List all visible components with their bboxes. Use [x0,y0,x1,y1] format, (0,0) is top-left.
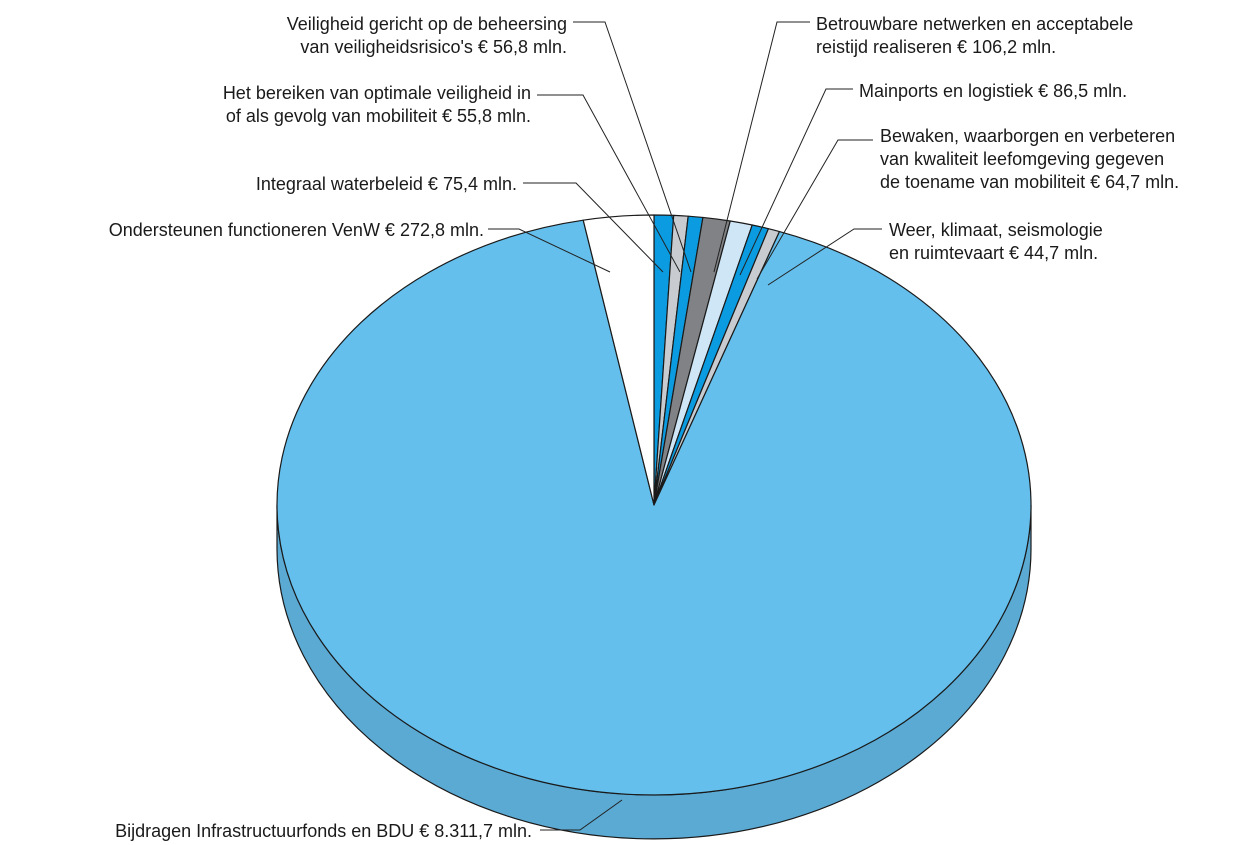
slice-label-line: van veiligheidsrisico's € 56,8 mln. [300,37,567,57]
slice-label-4: Mainports en logistiek € 86,5 mln. [859,81,1127,101]
slice-label-line: Betrouwbare netwerken en acceptabele [816,14,1133,34]
leader-line-4 [739,88,853,276]
pie-slice-8 [582,214,655,506]
slice-label-line: de toename van mobiliteit € 64,7 mln. [880,172,1179,192]
slice-label-line: reistijd realiseren € 106,2 mln. [816,37,1056,57]
leader-line-7 [540,799,623,831]
pie-top-layer [276,214,1032,796]
slice-label-0: Integraal waterbeleid € 75,4 mln. [256,174,517,194]
pie-slice-7 [276,219,1032,796]
slice-label-line: Integraal waterbeleid € 75,4 mln. [256,174,517,194]
slice-label-line: of als gevolg van mobiliteit € 55,8 mln. [226,106,531,126]
slice-label-line: Veiligheid gericht op de beheersing [287,14,567,34]
leader-line-0 [523,182,664,273]
slice-label-line: en ruimtevaart € 44,7 mln. [889,243,1098,263]
slice-label-line: Het bereiken van optimale veiligheid in [223,83,531,103]
slice-label-line: Weer, klimaat, seismologie [889,220,1103,240]
leader-line-5 [756,139,873,280]
slice-label-7: Bijdragen Infrastructuurfonds en BDU € 8… [115,821,532,841]
leader-line-1 [537,94,681,273]
slice-label-line: Bijdragen Infrastructuurfonds en BDU € 8… [115,821,532,841]
slice-label-8: Ondersteunen functioneren VenW € 272,8 m… [109,220,484,240]
slice-label-line: Mainports en logistiek € 86,5 mln. [859,81,1127,101]
slice-label-line: van kwaliteit leefomgeving gegeven [880,149,1164,169]
leader-line-3 [713,21,810,273]
leader-line-8 [488,228,611,273]
leader-lines [488,21,882,831]
slice-label-2: Veiligheid gericht op de beheersing van v… [287,14,567,57]
slice-label-5: Bewaken, waarborgen en verbeteren van kwa… [880,126,1179,192]
leader-line-2 [573,21,692,273]
slice-label-line: Bewaken, waarborgen en verbeteren [880,126,1175,146]
slice-label-6: Weer, klimaat, seismologie en ruimtevaart… [889,220,1103,263]
slice-label-3: Betrouwbare netwerken en acceptabele reis… [816,14,1133,57]
slice-label-line: Ondersteunen functioneren VenW € 272,8 m… [109,220,484,240]
leader-line-6 [767,228,882,286]
slice-labels: Integraal waterbeleid € 75,4 mln. Het ber… [109,14,1179,841]
slice-label-1: Het bereiken van optimale veiligheid in o… [223,83,531,126]
